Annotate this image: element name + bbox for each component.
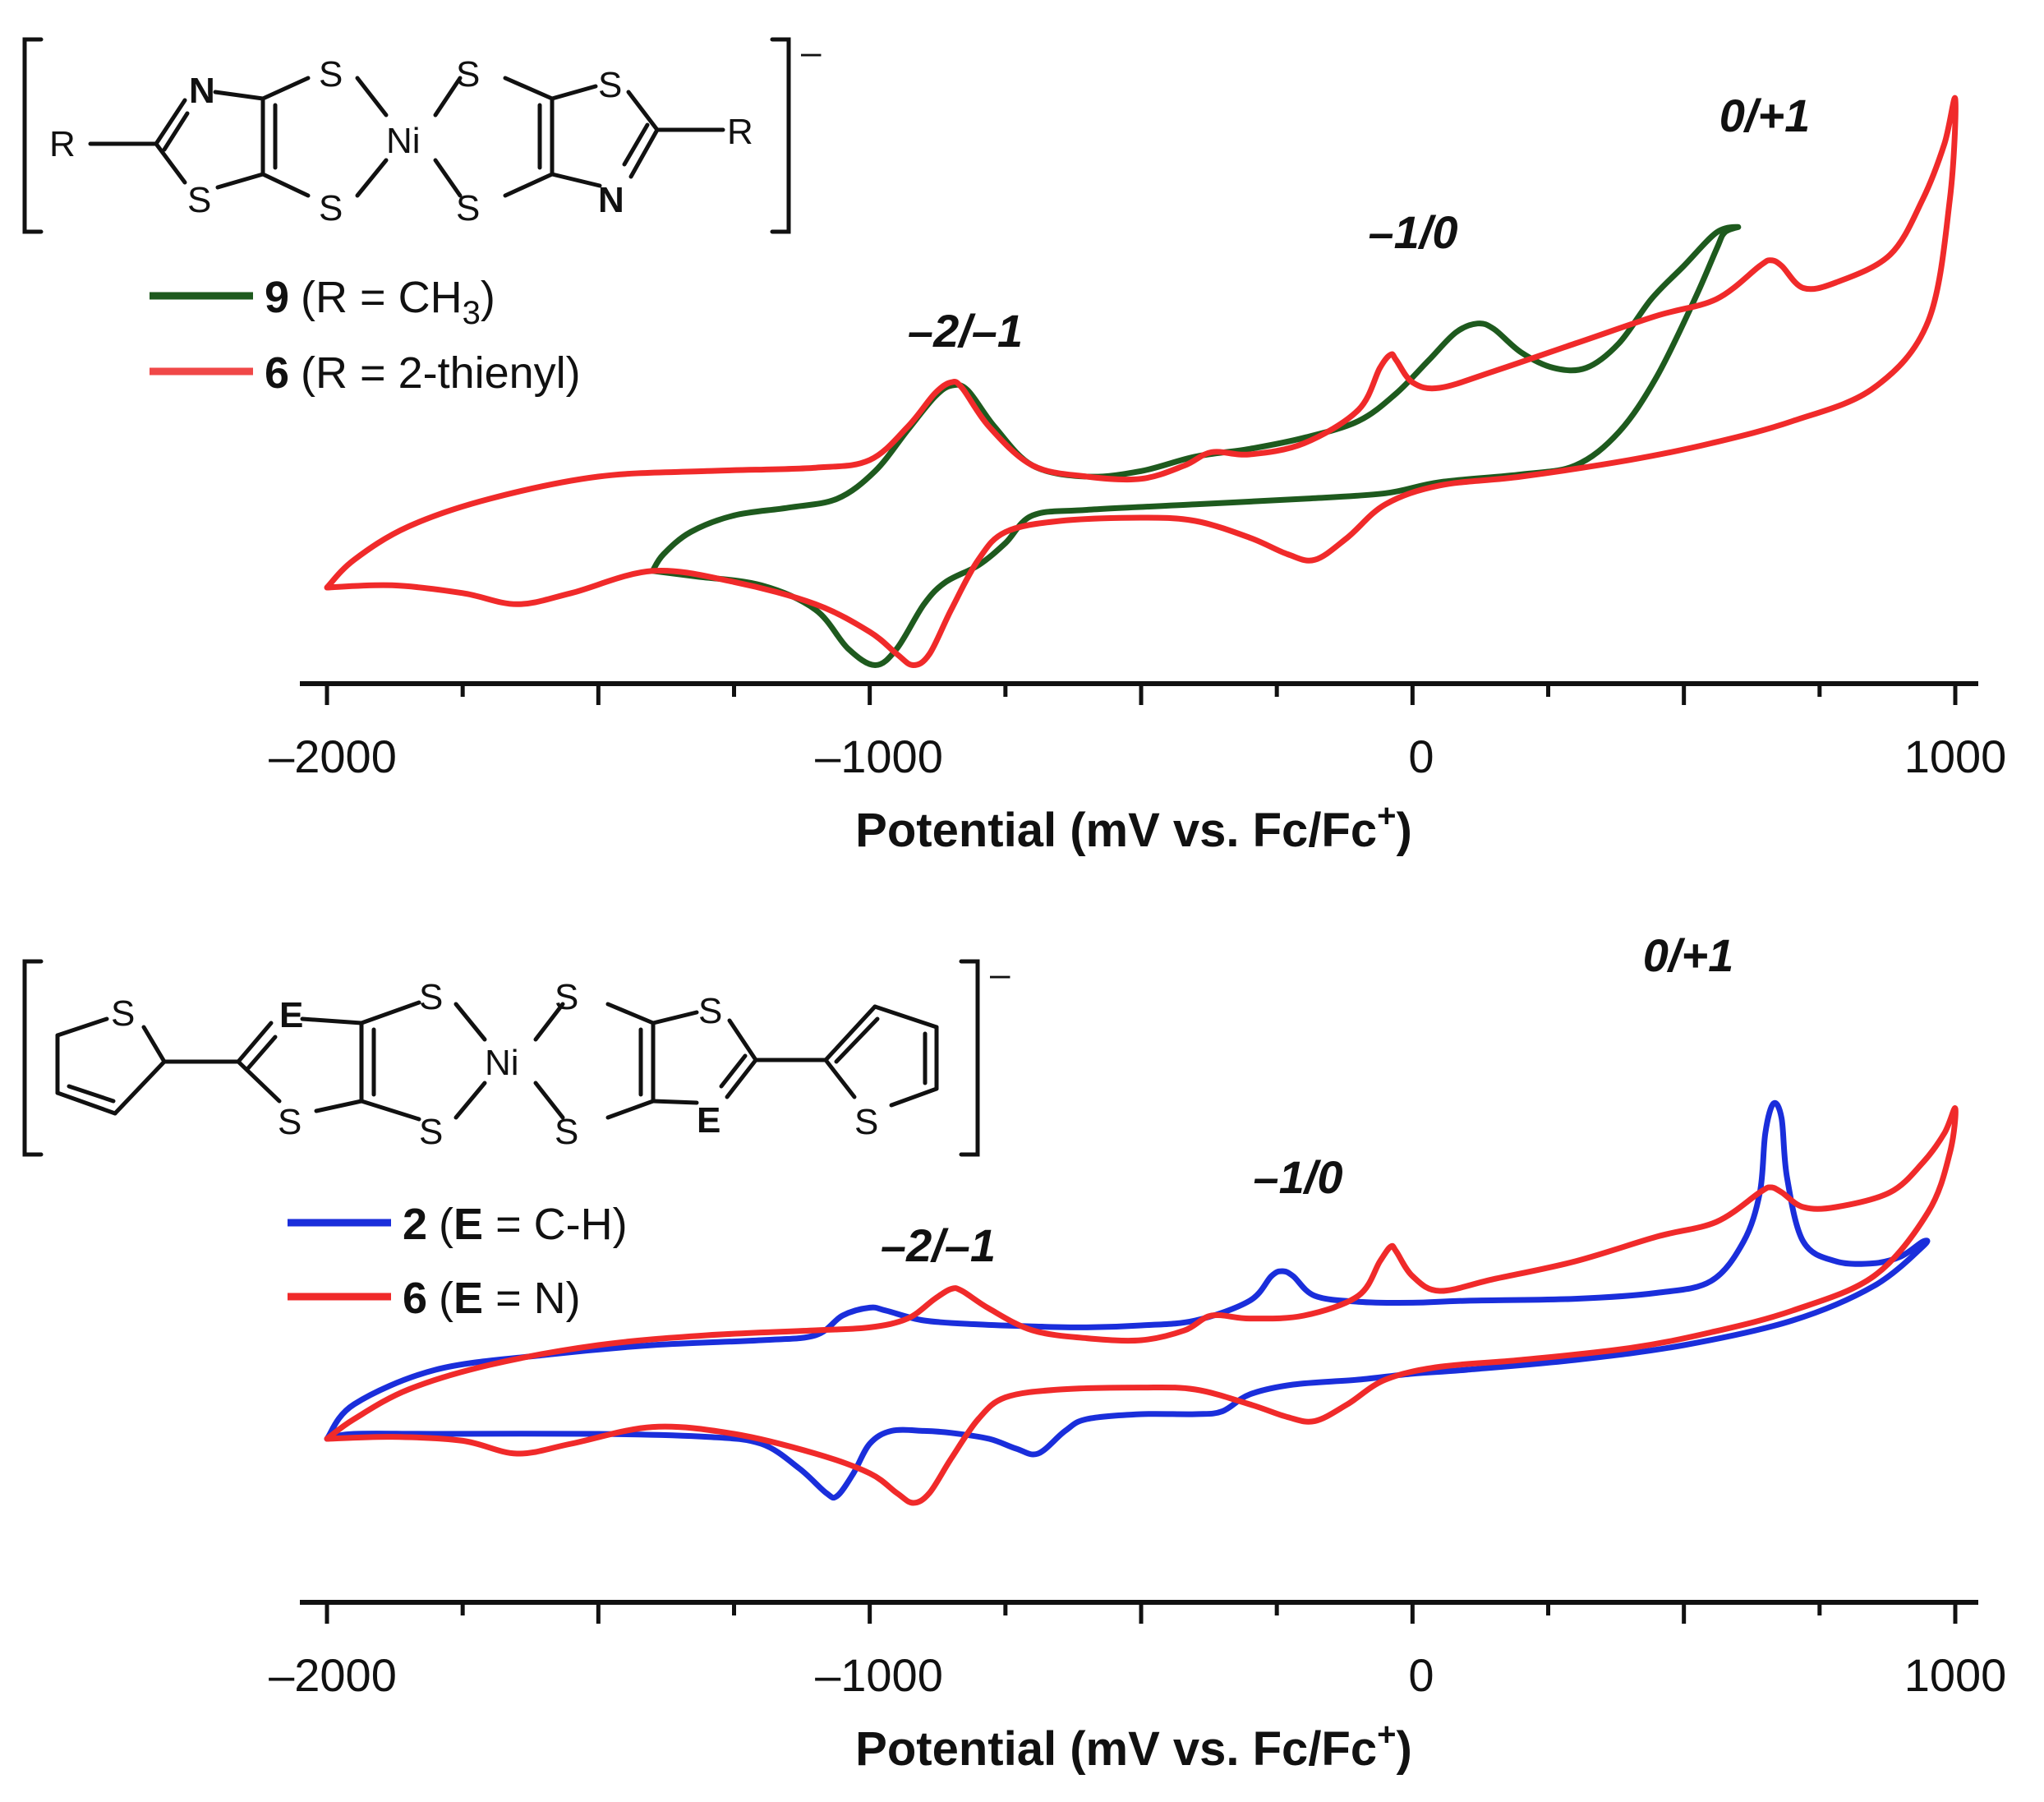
top-structure-nickel-complex: – R N S S S Ni xyxy=(22,32,822,234)
top-charge: – xyxy=(801,32,822,72)
atom-Ni: Ni xyxy=(386,121,421,161)
top-peak-label-1-0: –1/0 xyxy=(1369,206,1458,258)
top-x-axis-title-main: Potential (mV vs. Fc/Fc xyxy=(855,804,1377,857)
bottom-atom-S-ring-right: S xyxy=(698,991,722,1031)
atom-S-lower-left: S xyxy=(319,188,343,228)
atom-N-right: N xyxy=(598,180,624,220)
bottom-x-axis-title: Potential (mV vs. Fc/Fc+) xyxy=(855,1717,1412,1776)
bottom-series-line-0 xyxy=(324,1099,1931,1501)
bottom-series-line-1 xyxy=(324,1105,1959,1506)
bottom-left-bracket xyxy=(22,959,44,1157)
top-legend: 9 (R = CH3) 6 (R = 2-thienyl) xyxy=(150,273,581,398)
bottom-atom-S-lower-left: S xyxy=(419,1112,443,1152)
atom-R-right: R xyxy=(727,112,753,152)
bottom-x-axis-title-tail: ) xyxy=(1396,1722,1411,1776)
bottom-x-axis-ticks xyxy=(325,1602,1958,1624)
bottom-atom-Ni: Ni xyxy=(485,1043,519,1083)
bottom-curves xyxy=(324,1099,1959,1506)
top-x-axis-ticks xyxy=(325,684,1958,705)
atom-S-lower-right: S xyxy=(456,188,480,228)
bottom-tick-label-minus2000: –2000 xyxy=(269,1649,397,1701)
bottom-structure-nickel-complex: – S E S S S Ni xyxy=(22,954,1010,1157)
bottom-legend-entry-6: 6 (E = N) xyxy=(403,1274,581,1323)
bottom-atom-S-ring-left: S xyxy=(278,1102,302,1142)
bottom-peak-label-1-0: –1/0 xyxy=(1254,1151,1343,1203)
top-right-bracket xyxy=(770,37,791,234)
top-x-axis-title-tail: ) xyxy=(1396,804,1411,857)
atom-S-ring-left: S xyxy=(187,180,211,220)
top-series-line-1 xyxy=(324,94,1959,668)
bottom-atom-E-right: E xyxy=(697,1100,720,1141)
top-tick-label-0: 0 xyxy=(1408,730,1434,782)
atom-S-ring-right: S xyxy=(598,65,622,105)
bottom-x-axis-title-sup: + xyxy=(1377,1717,1396,1753)
bottom-legend: 2 (E = C-H) 6 (E = N) xyxy=(288,1200,628,1323)
top-peak-label-0-1: 0/+1 xyxy=(1719,90,1811,141)
bottom-tick-label-minus1000: –1000 xyxy=(815,1649,943,1701)
bottom-legend-entry-2: 2 (E = C-H) xyxy=(403,1200,628,1249)
top-tick-label-minus2000: –2000 xyxy=(269,730,397,782)
bottom-atom-E-left: E xyxy=(279,995,303,1035)
top-series-line-0 xyxy=(649,224,1742,668)
top-x-axis-title-sup: + xyxy=(1377,798,1396,834)
top-legend-entry-9: 9 (R = CH3) xyxy=(265,273,495,331)
top-peak-label-2-1: –2/–1 xyxy=(908,305,1023,357)
bottom-atom-S-upper-left: S xyxy=(419,977,443,1017)
top-x-axis-title: Potential (mV vs. Fc/Fc+) xyxy=(855,798,1412,857)
bottom-charge: – xyxy=(990,954,1010,994)
top-tick-label-1000: 1000 xyxy=(1904,730,2007,782)
top-panel: –2000 –1000 0 1000 Potential (mV vs. Fc/… xyxy=(22,32,2007,857)
top-left-bracket xyxy=(22,37,44,234)
top-tick-label-minus1000: –1000 xyxy=(815,730,943,782)
top-legend-entry-6: 6 (R = 2-thienyl) xyxy=(265,348,581,398)
bottom-peak-label-2-1: –2/–1 xyxy=(881,1219,996,1271)
bottom-atom-S-lower-right: S xyxy=(555,1112,578,1152)
atom-S-upper-right: S xyxy=(456,54,480,94)
bottom-panel: –2000 –1000 0 1000 Potential (mV vs. Fc/… xyxy=(22,929,2007,1776)
bottom-atom-S-upper-right: S xyxy=(555,977,578,1017)
bottom-peak-label-0-1: 0/+1 xyxy=(1643,929,1734,981)
atom-R-left: R xyxy=(49,124,76,164)
bottom-atom-S-thiophene-right: S xyxy=(854,1102,878,1142)
bottom-x-axis-title-main: Potential (mV vs. Fc/Fc xyxy=(855,1722,1377,1776)
top-curves xyxy=(324,94,1959,668)
atom-N-left: N xyxy=(189,71,215,111)
bottom-tick-label-1000: 1000 xyxy=(1904,1649,2007,1701)
atom-S-upper-left: S xyxy=(319,54,343,94)
bottom-atom-S-thiophene-left: S xyxy=(111,993,135,1034)
bottom-tick-label-0: 0 xyxy=(1408,1649,1434,1701)
bottom-right-bracket xyxy=(959,959,980,1157)
